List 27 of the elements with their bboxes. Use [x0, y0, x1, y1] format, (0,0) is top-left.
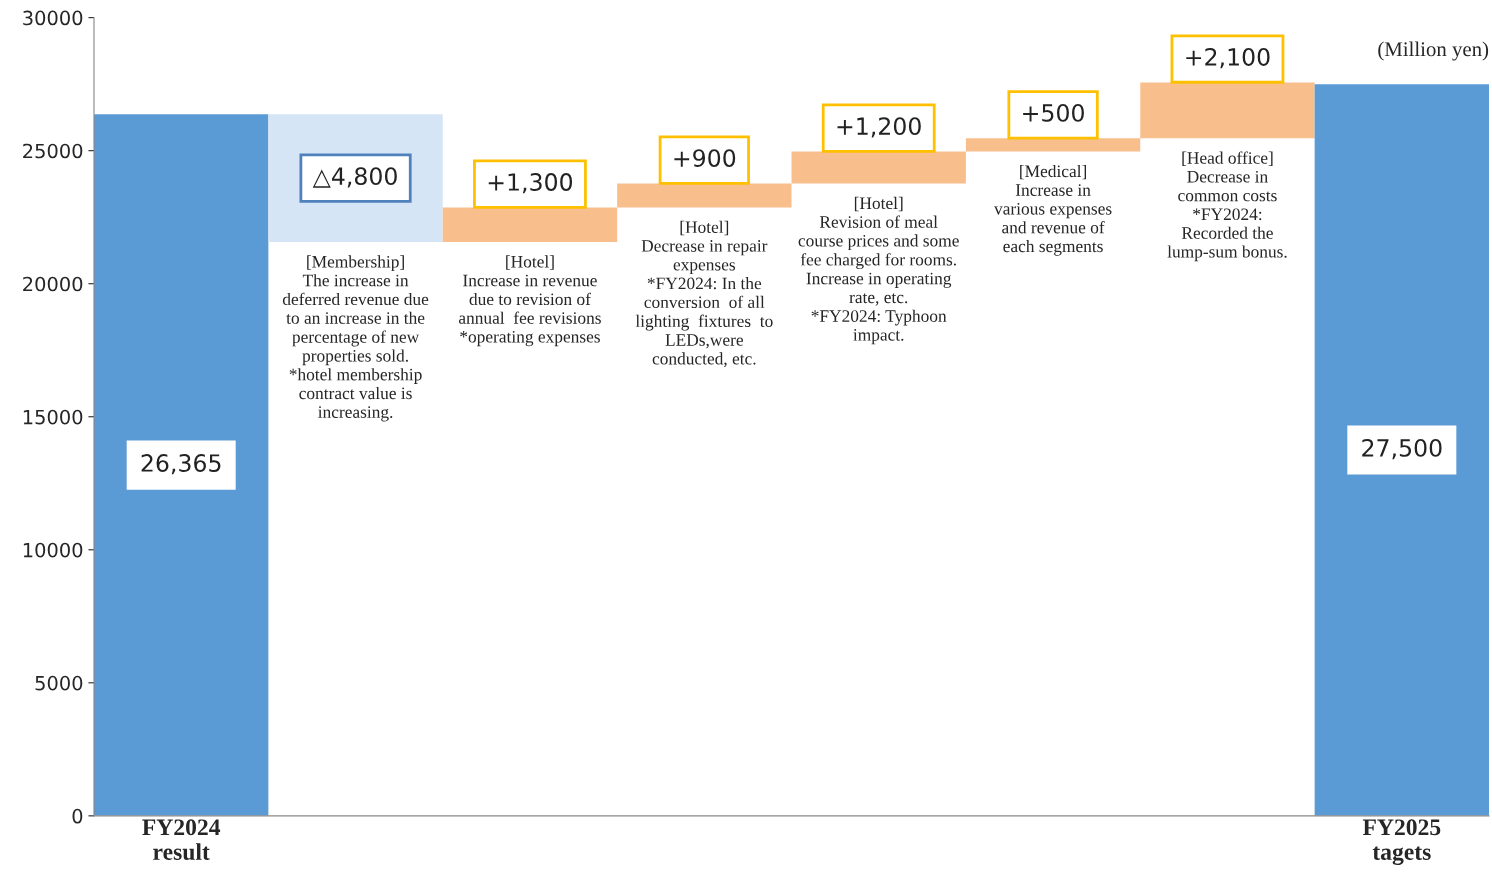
- annotation: [Medical] Increase in various expenses and revenue of each segments: [994, 164, 1112, 256]
- data-label: +1,300: [488, 173, 573, 194]
- data-label: 27,500: [1362, 439, 1442, 460]
- y-tick-label: 0: [72, 808, 83, 824]
- y-tick-label: 5000: [35, 675, 83, 691]
- x-tick-label: FY2025 tagets: [1362, 819, 1441, 865]
- annotation: [Hotel] Revision of meal course prices and some fee charged for rooms. Increase in operating rate, etc. *FY2024: Typhoon impact.: [798, 196, 959, 345]
- y-tick-label: 10000: [23, 542, 83, 558]
- annotation: [Hotel] Increase in revenue due to revision of annual fee revisions *operating expenses: [458, 255, 601, 347]
- bar: [965, 138, 1141, 152]
- data-label: 26,365: [141, 454, 221, 475]
- data-label: △4,800: [312, 167, 397, 188]
- text: [Membership] The increase in deferred revenue due to an increase in the percentage of new properties sold. *hotel membership contract value is increasing.: [282, 255, 429, 422]
- x-tick-label: FY2024 result: [142, 819, 221, 860]
- data-label: +500: [1023, 103, 1084, 122]
- bar: [94, 114, 269, 816]
- data-label: +900: [674, 149, 736, 167]
- data-label: +1,200: [837, 117, 921, 138]
- y-tick-label: 30000: [23, 10, 83, 26]
- y-tick-label: 20000: [23, 276, 83, 292]
- data-label: +2,100: [1186, 48, 1270, 69]
- y-tick-label: 15000: [23, 409, 83, 425]
- annotation: [Head office] Decrease in common costs *FY2024: Recorded the lump-sum bonus.: [1167, 151, 1287, 262]
- y-tick-label: 25000: [23, 143, 83, 159]
- annotation: (Million yen): [1378, 41, 1489, 61]
- annotation: [Hotel] Decrease in repair expenses *FY2024: In the conversion of all lighting fixtures to LEDs,were conducted, etc.: [635, 220, 773, 368]
- bar: [1314, 84, 1490, 816]
